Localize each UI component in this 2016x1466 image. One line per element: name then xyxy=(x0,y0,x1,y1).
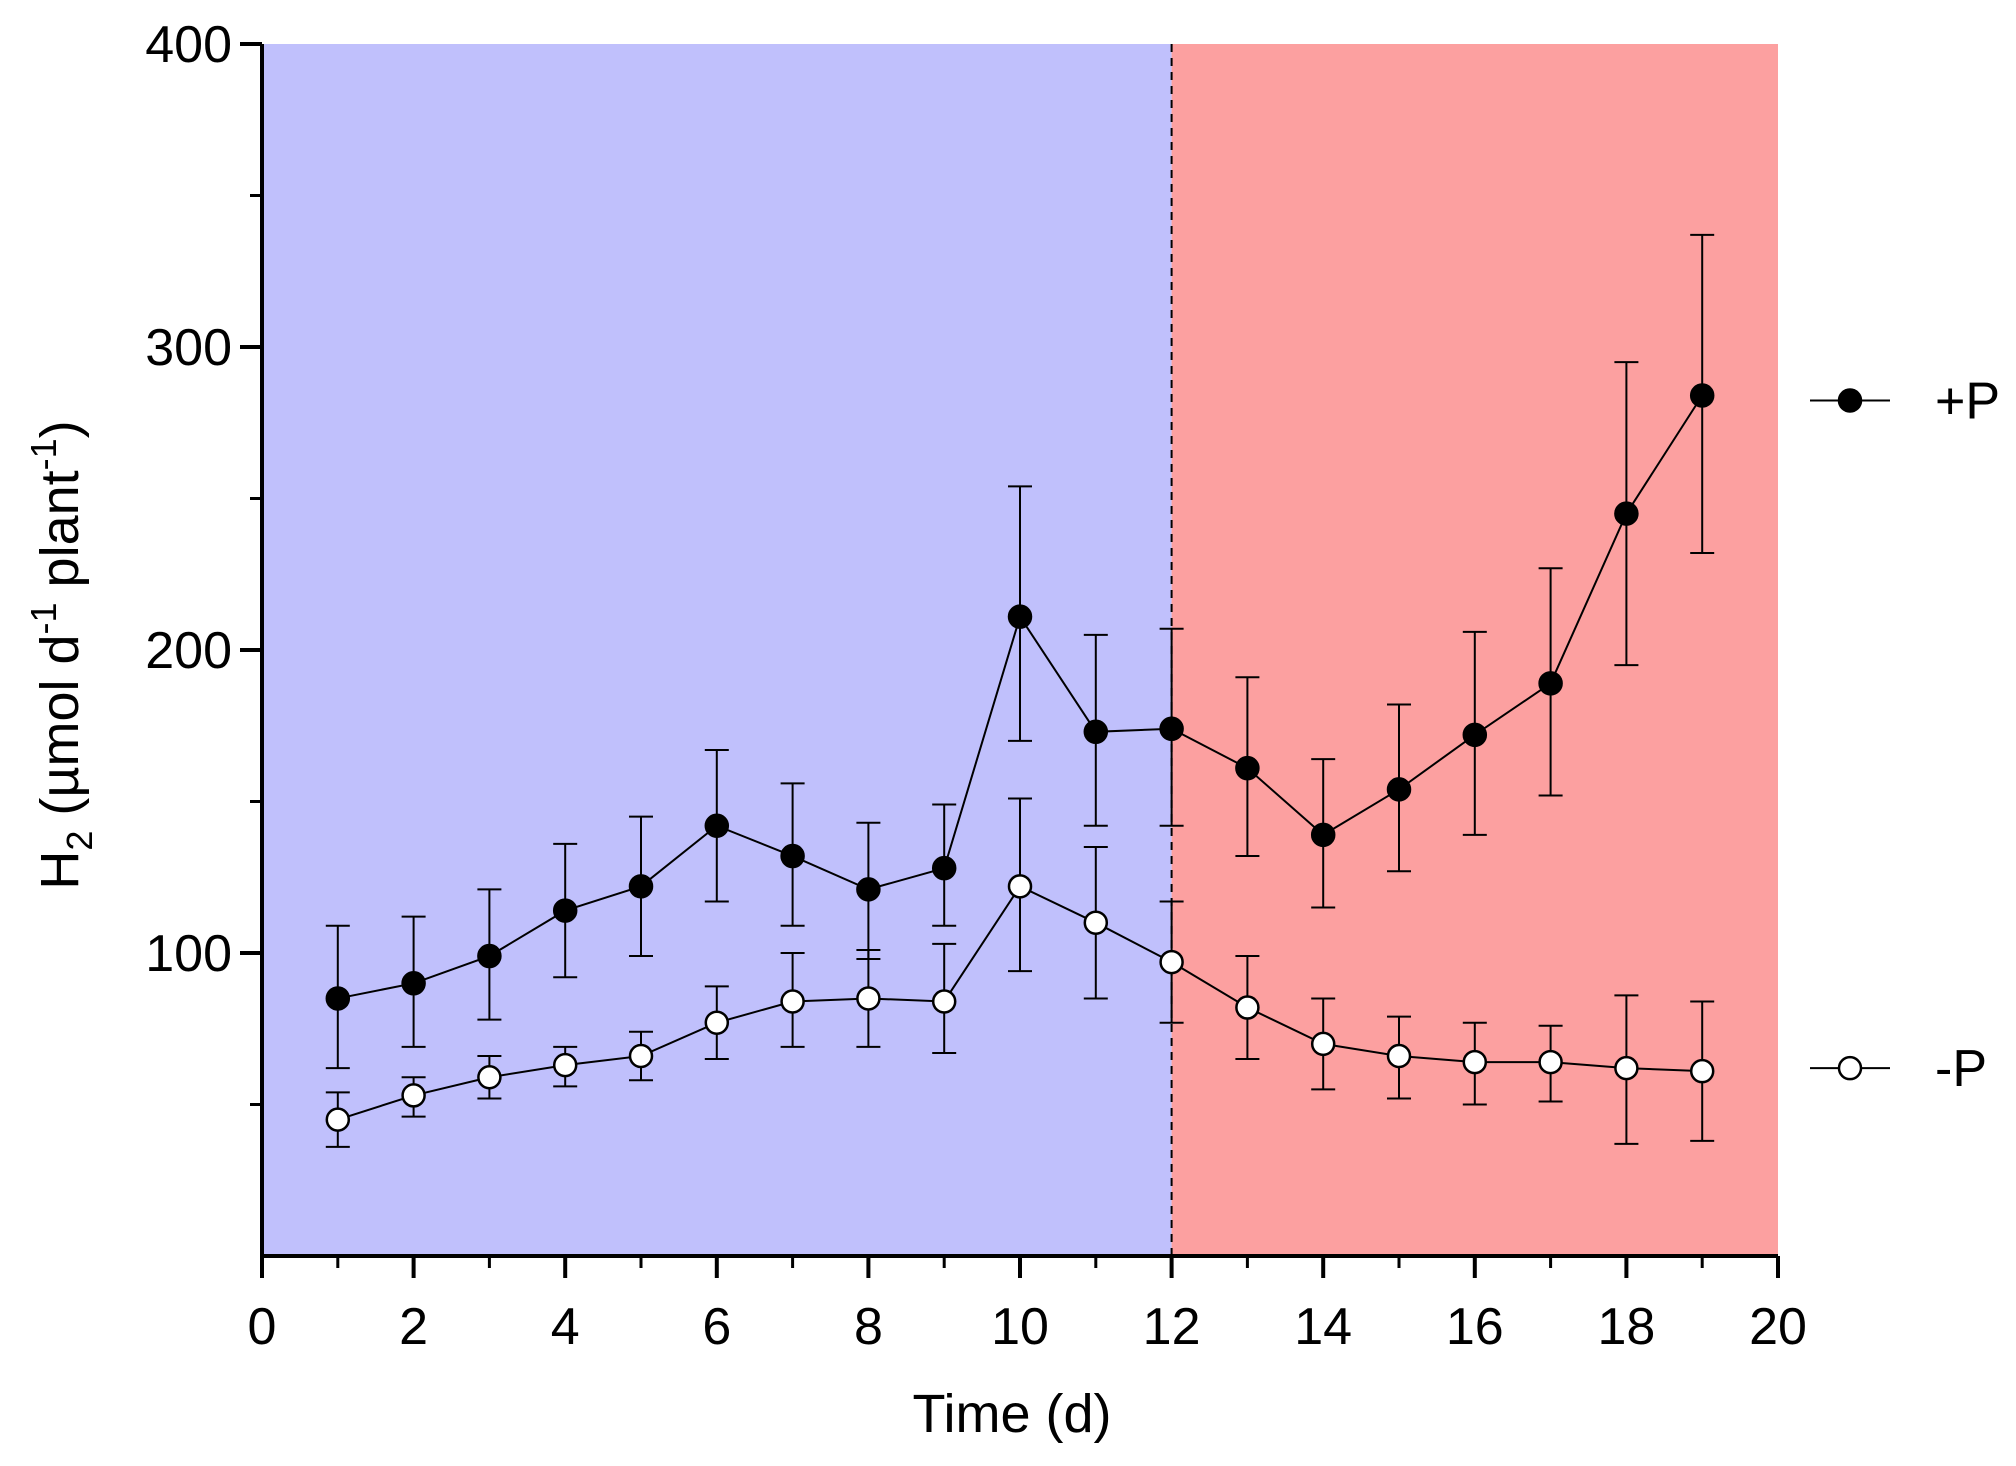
legend-marker xyxy=(1837,1055,1863,1081)
data-point xyxy=(931,855,957,881)
data-point xyxy=(1083,719,1109,745)
x-tick-label: 12 xyxy=(1143,1298,1201,1356)
data-point xyxy=(1689,383,1715,408)
data-point xyxy=(1235,755,1260,781)
data-point xyxy=(1689,1058,1715,1084)
x-tick-label: 2 xyxy=(399,1298,428,1356)
data-point xyxy=(1614,1055,1639,1081)
data-point xyxy=(477,1064,502,1090)
x-tick-label: 16 xyxy=(1446,1298,1504,1356)
data-point xyxy=(1310,822,1336,848)
ticks: 0 2 4 6 8 10 12 14 16 18 20 100 200 300 400 xyxy=(145,16,1807,1356)
x-tick-label: 20 xyxy=(1749,1298,1807,1356)
x-tick-label: 8 xyxy=(854,1298,883,1356)
series-minus-p xyxy=(325,797,1715,1148)
data-point xyxy=(931,989,957,1014)
y-axis-title: H2 (µmol d-1 plant-1) xyxy=(23,420,100,889)
x-axis-title: Time (d) xyxy=(913,1384,1112,1444)
data-point xyxy=(1310,1031,1336,1057)
data-point xyxy=(856,877,881,902)
data-point xyxy=(552,898,578,923)
y-tick-label: 200 xyxy=(145,622,232,680)
data-point xyxy=(704,1010,730,1035)
data-point xyxy=(628,874,654,899)
data-point xyxy=(477,943,502,969)
data-point xyxy=(401,1083,426,1108)
data-point xyxy=(1614,501,1639,526)
legend-item-minus-p: -P xyxy=(1810,1040,1987,1098)
legend-marker xyxy=(1837,388,1863,413)
y-title-part2: plant xyxy=(30,470,90,602)
legend-label: +P xyxy=(1935,372,2000,430)
y-title-part1: (µmol d xyxy=(30,634,90,830)
data-point xyxy=(628,1043,654,1069)
y-tick-label: 400 xyxy=(145,16,232,74)
light-period-region xyxy=(262,44,1172,1256)
data-point xyxy=(780,843,805,869)
data-point xyxy=(1386,1043,1412,1069)
x-tick-label: 14 xyxy=(1294,1298,1352,1356)
data-point xyxy=(1159,716,1184,742)
y-title-part3: ) xyxy=(30,420,90,438)
data-point xyxy=(1386,777,1412,802)
data-point xyxy=(401,971,426,996)
data-point xyxy=(1235,995,1260,1020)
y-title-sup1: -1 xyxy=(23,602,64,634)
y-title-sub: 2 xyxy=(59,831,100,851)
data-point xyxy=(1007,874,1033,899)
y-tick-label: 100 xyxy=(145,925,232,983)
series-plus-p xyxy=(325,233,1715,1070)
data-point xyxy=(325,986,351,1011)
x-tick-label: 10 xyxy=(991,1298,1049,1356)
x-tick-label: 18 xyxy=(1597,1298,1655,1356)
data-point xyxy=(1159,949,1184,975)
data-point xyxy=(780,989,805,1014)
x-tick-label: 4 xyxy=(551,1298,580,1356)
data-point xyxy=(1538,671,1563,696)
legend-item-plus-p: +P xyxy=(1810,372,2000,430)
y-title-sup2: -1 xyxy=(23,438,64,470)
x-tick-label: 0 xyxy=(248,1298,277,1356)
y-tick-label: 300 xyxy=(145,319,232,377)
data-point xyxy=(1007,604,1033,629)
data-point xyxy=(552,1052,578,1078)
data-point xyxy=(1083,910,1109,935)
series-layer xyxy=(325,233,1715,1148)
data-point xyxy=(704,813,730,838)
data-point xyxy=(325,1107,351,1132)
data-point xyxy=(1462,1049,1488,1075)
data-point xyxy=(1462,722,1488,748)
data-point xyxy=(1538,1049,1563,1075)
y-title-base: H xyxy=(30,851,90,890)
data-point xyxy=(856,986,881,1011)
x-tick-label: 6 xyxy=(702,1298,731,1356)
legend: +P -P xyxy=(1810,372,2000,1098)
legend-label: -P xyxy=(1935,1040,1987,1098)
